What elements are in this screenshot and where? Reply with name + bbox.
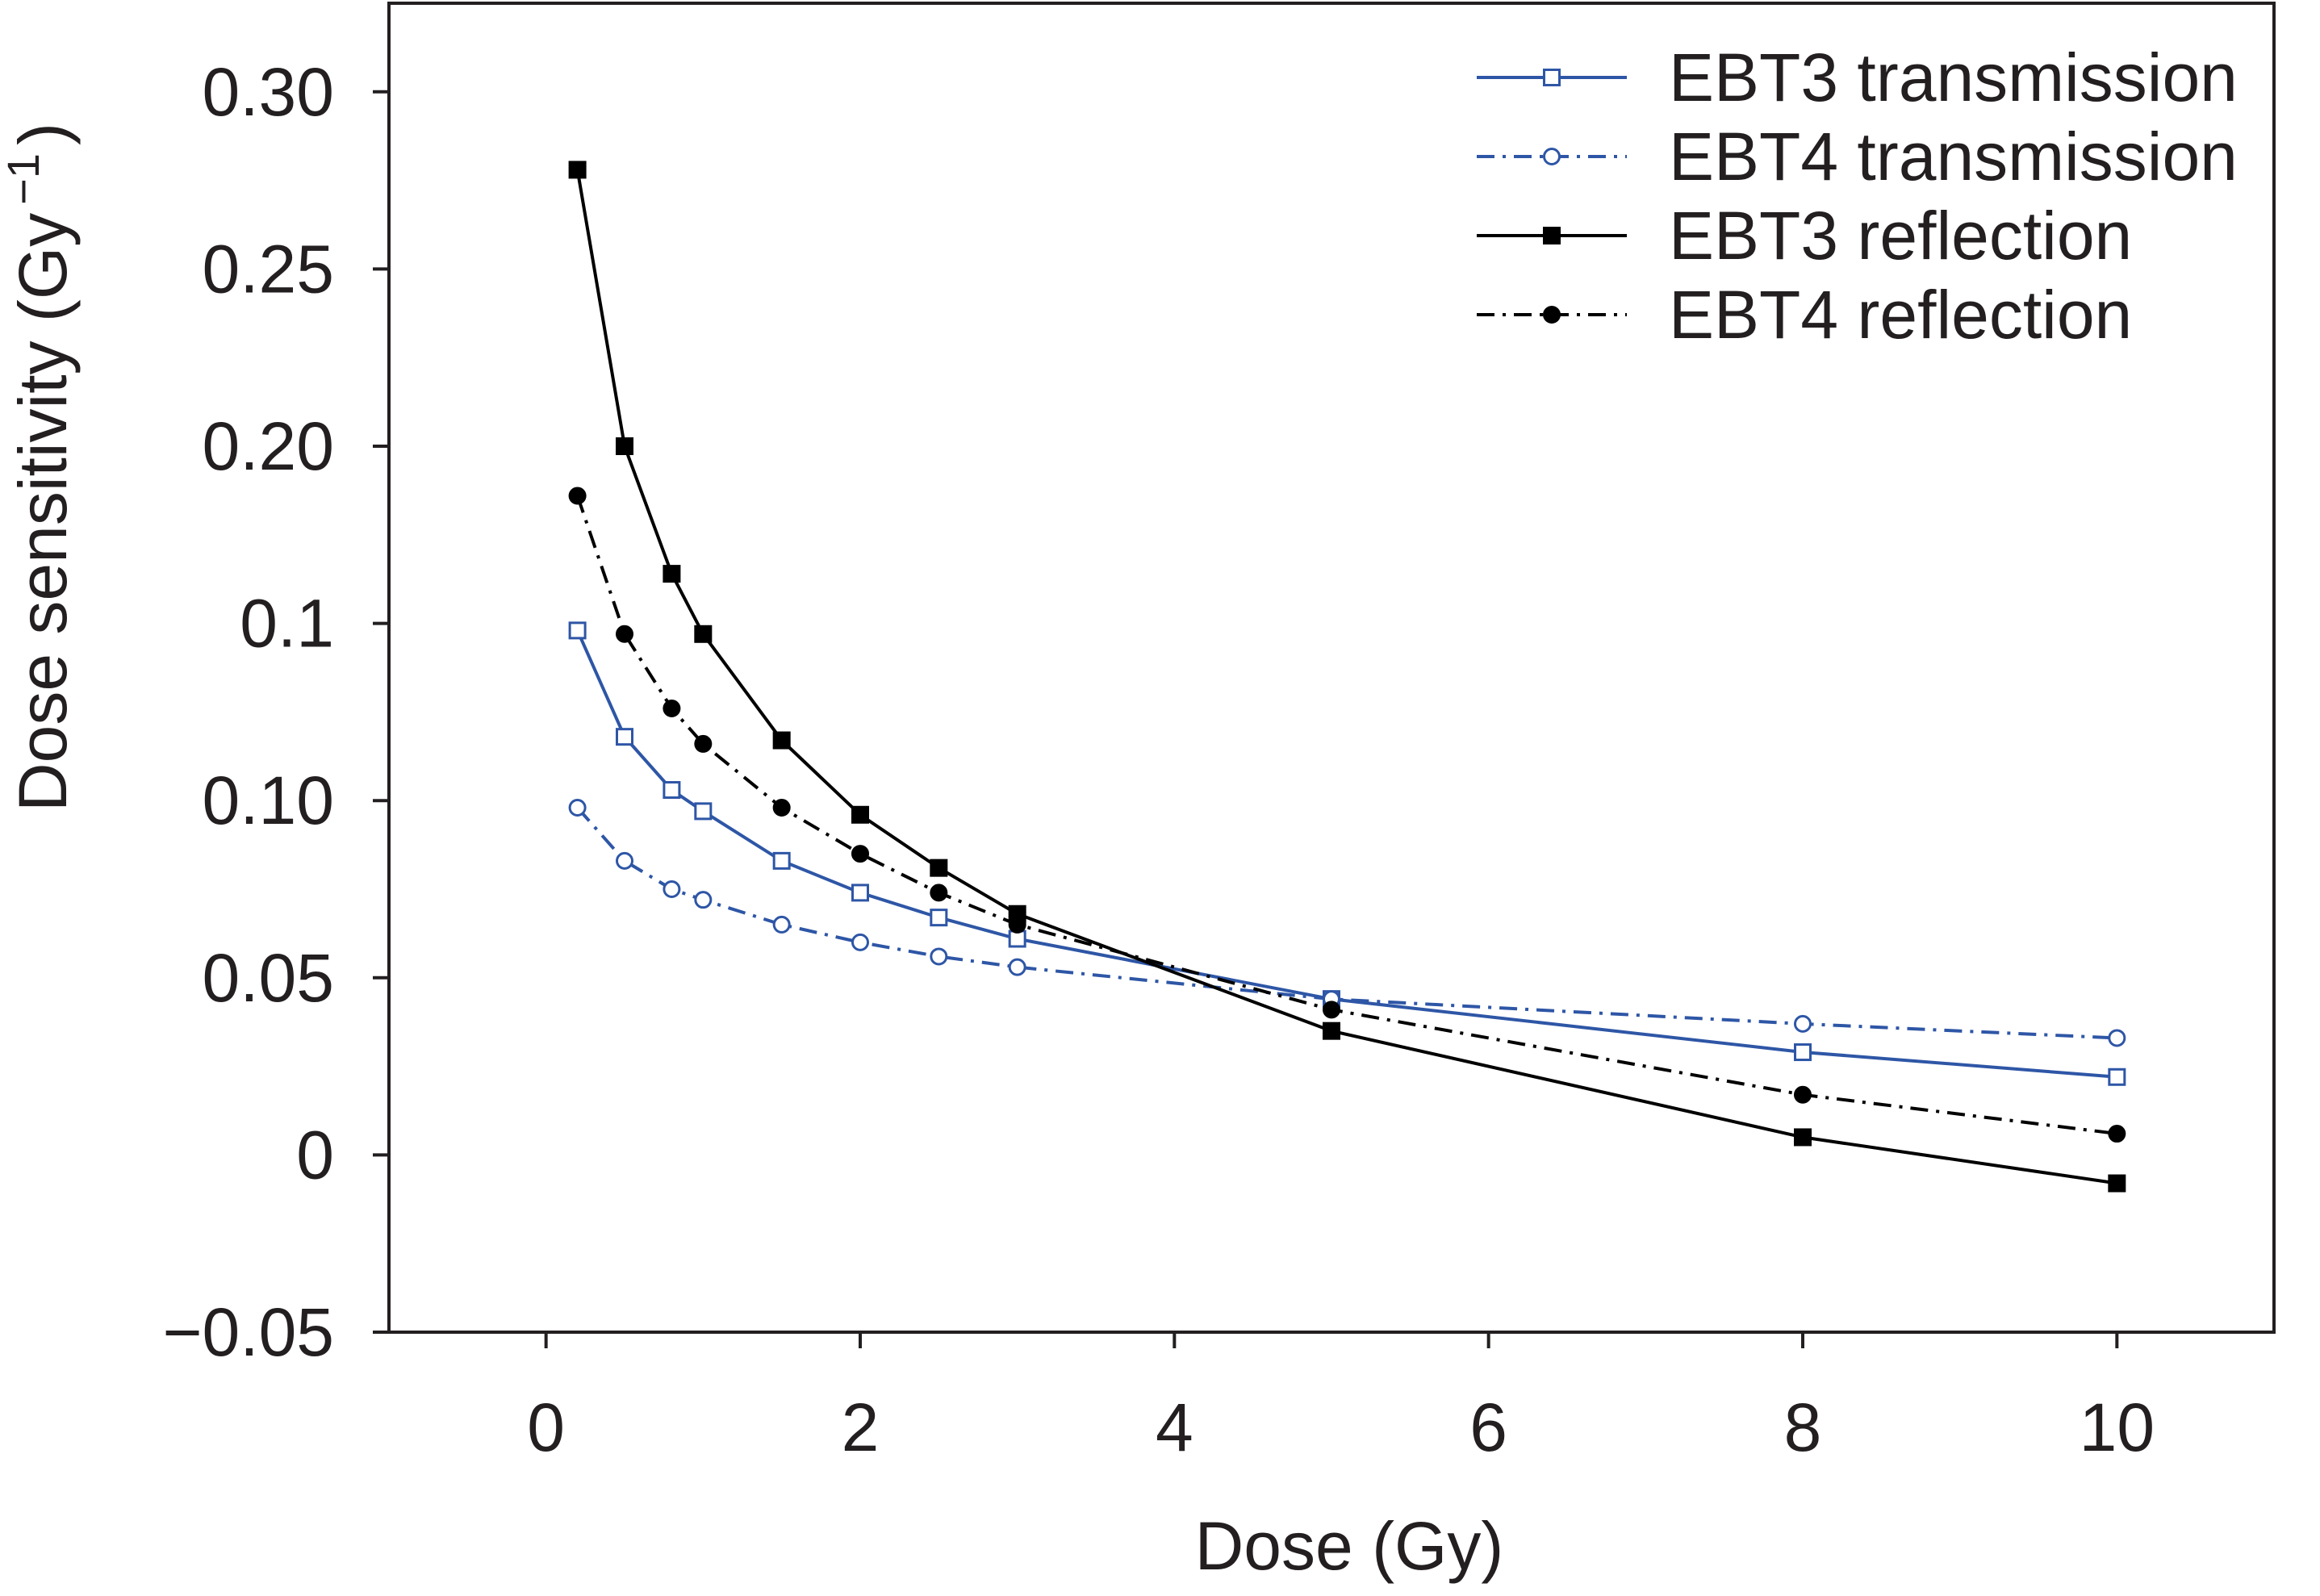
- data-point: [568, 621, 587, 640]
- y-tick-label: 0.30: [203, 54, 335, 130]
- data-point: [1794, 1014, 1812, 1033]
- data-point: [616, 437, 633, 455]
- data-point: [663, 781, 681, 800]
- data-point: [2108, 1125, 2126, 1143]
- legend-item: EBT4 transmission: [1477, 119, 2238, 194]
- data-point: [851, 845, 869, 863]
- series-line: [575, 629, 2117, 1079]
- data-point: [851, 933, 869, 951]
- data-point: [616, 728, 633, 746]
- x-tick-label: 8: [1784, 1389, 1822, 1465]
- data-point: [772, 798, 791, 817]
- legend-item: EBT3 reflection: [1477, 198, 2132, 274]
- data-point: [930, 947, 948, 966]
- data-point: [694, 625, 713, 643]
- series-group: [568, 798, 2126, 1047]
- data-point: [568, 161, 587, 179]
- data-point: [616, 851, 633, 870]
- data-point: [1543, 227, 1561, 244]
- data-point: [2108, 1029, 2126, 1047]
- y-axis-title-close: ): [5, 123, 81, 145]
- axis-layer: 0 2 4 6 8 10 −0.05 0 0.05 0.10 0.1 0.20 0.25 0.30: [162, 54, 2155, 1465]
- plot-area: [387, 2, 2276, 1334]
- y-tick-label: 0.10: [203, 762, 335, 838]
- data-point: [694, 891, 713, 909]
- legend-item: EBT4 reflection: [1477, 277, 2132, 353]
- series-layer: [568, 161, 2126, 1193]
- legend-label: EBT4 transmission: [1669, 119, 2238, 194]
- series-line: [575, 495, 2117, 1135]
- y-tick-label: 0.05: [203, 940, 335, 1016]
- x-tick-label: 10: [2080, 1389, 2155, 1465]
- data-point: [1323, 1022, 1340, 1040]
- legend-item: EBT3 transmission: [1477, 40, 2238, 115]
- data-point: [1008, 915, 1026, 934]
- data-point: [930, 909, 948, 927]
- y-tick-label: 0.25: [203, 231, 335, 307]
- series-group: [568, 621, 2126, 1086]
- legend-label: EBT3 reflection: [1669, 198, 2132, 274]
- y-tick-label: −0.05: [162, 1294, 334, 1370]
- data-point: [851, 884, 869, 902]
- data-point: [663, 565, 681, 583]
- data-point: [851, 805, 869, 824]
- data-point: [663, 700, 681, 718]
- data-point: [1794, 1128, 1812, 1147]
- y-tick-label: 0.1: [240, 586, 334, 662]
- data-point: [1794, 1043, 1812, 1062]
- data-point: [663, 880, 681, 898]
- series-group: [568, 487, 2126, 1143]
- y-tick-label: 0.20: [203, 408, 335, 484]
- y-axis-title: Dose sensitivity (Gy −1): [0, 123, 81, 812]
- data-point: [930, 884, 948, 902]
- legend-label: EBT3 transmission: [1669, 40, 2238, 115]
- data-point: [1008, 958, 1026, 976]
- data-point: [2108, 1174, 2126, 1193]
- data-point: [930, 859, 948, 877]
- data-point: [1543, 148, 1561, 165]
- x-axis-title: Dose (Gy): [1195, 1508, 1504, 1584]
- x-tick-label: 0: [527, 1389, 565, 1465]
- x-tick-label: 4: [1156, 1389, 1193, 1465]
- data-point: [1543, 306, 1561, 324]
- x-tick-label: 6: [1469, 1389, 1507, 1465]
- data-point: [772, 851, 791, 870]
- plot-frame: [387, 2, 2276, 1334]
- data-point: [772, 915, 791, 934]
- y-axis-title-superscript: −1: [0, 153, 48, 205]
- data-point: [1794, 1085, 1812, 1104]
- data-point: [694, 802, 713, 821]
- y-axis-title-main: Dose sensitivity (Gy: [5, 213, 81, 812]
- data-point: [694, 734, 713, 753]
- data-point: [568, 798, 587, 817]
- x-tick-label: 2: [842, 1389, 880, 1465]
- data-point: [1543, 69, 1561, 86]
- data-point: [568, 487, 587, 505]
- data-point: [616, 625, 633, 643]
- data-point: [1323, 1001, 1340, 1019]
- data-point: [772, 731, 791, 750]
- series-line: [576, 806, 2117, 1040]
- legend-label: EBT4 reflection: [1669, 277, 2132, 353]
- data-point: [2108, 1067, 2126, 1086]
- y-tick-label: 0: [296, 1117, 334, 1193]
